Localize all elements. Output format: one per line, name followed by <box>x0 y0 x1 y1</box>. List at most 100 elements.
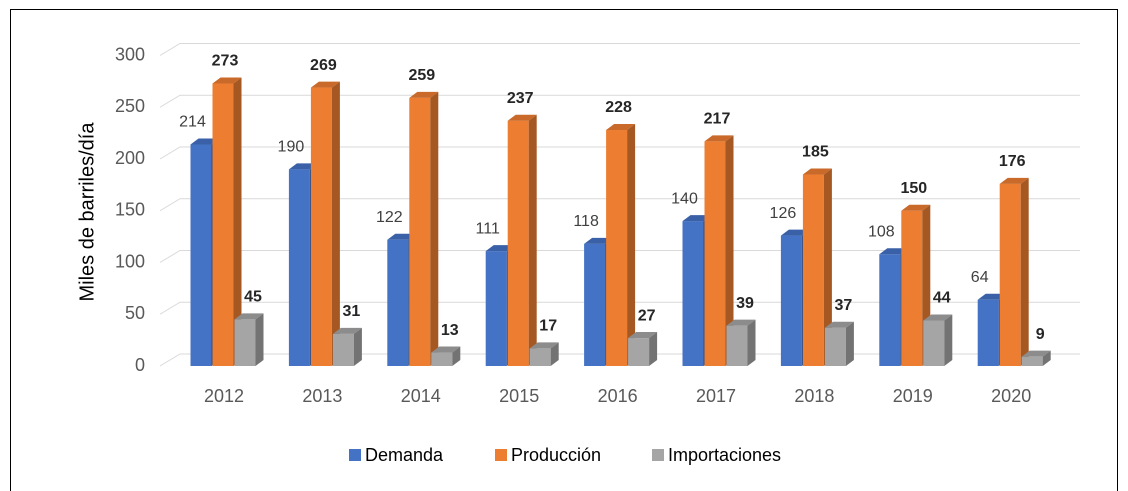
x-tick-label: 2020 <box>991 386 1031 406</box>
data-label: 259 <box>408 67 435 84</box>
y-tick-label: 300 <box>115 44 145 64</box>
data-label: 140 <box>671 190 698 207</box>
bar <box>824 321 854 366</box>
grid-line <box>159 43 1080 56</box>
legend-swatch <box>495 449 507 461</box>
data-label: 31 <box>343 303 361 320</box>
bar-side <box>255 313 264 366</box>
grid-line <box>159 301 1080 315</box>
bar-front <box>1021 356 1043 366</box>
bar-top <box>802 168 832 175</box>
data-label: 269 <box>310 57 337 74</box>
bar <box>606 124 636 367</box>
data-label: 45 <box>244 289 262 306</box>
bar-front <box>310 87 332 367</box>
bar-front <box>923 320 945 366</box>
bar <box>409 91 439 366</box>
y-tick-label: 200 <box>115 148 145 168</box>
legend-label: Demanda <box>365 445 444 465</box>
bar-side <box>528 114 537 366</box>
bar <box>310 81 340 367</box>
bar-front <box>977 299 999 366</box>
bar-front <box>234 319 256 366</box>
data-label: 108 <box>868 223 895 240</box>
data-label: 217 <box>704 111 731 128</box>
bar-top <box>780 229 810 236</box>
bar-side <box>627 124 636 367</box>
grid-line <box>159 353 1080 367</box>
bar-side <box>550 342 559 366</box>
grid-line <box>159 250 1080 263</box>
data-label: 118 <box>573 213 599 230</box>
y-tick-label: 100 <box>115 251 145 271</box>
data-label: 228 <box>605 99 632 116</box>
bar-side <box>649 332 658 366</box>
data-label: 190 <box>278 139 305 156</box>
bar-top <box>628 332 658 339</box>
data-label: 17 <box>539 318 557 335</box>
bar-side <box>233 77 242 366</box>
y-tick-label: 0 <box>135 355 145 375</box>
bar-front <box>332 333 354 366</box>
y-tick-label: 50 <box>125 303 145 323</box>
data-label: 122 <box>376 209 403 226</box>
data-label: 64 <box>971 269 989 286</box>
x-tick-label: 2015 <box>499 386 539 406</box>
bar-top <box>507 114 537 121</box>
data-label: 27 <box>638 307 656 324</box>
data-label: 9 <box>1036 326 1045 343</box>
bar-top <box>704 135 734 142</box>
bar-top <box>726 319 756 326</box>
bar <box>999 177 1029 366</box>
bar-side <box>452 346 461 366</box>
bar-front <box>802 174 824 366</box>
data-label: 39 <box>736 295 754 312</box>
bar-front <box>726 325 748 366</box>
bar <box>234 313 264 366</box>
legend-label: Importaciones <box>668 445 781 465</box>
bar-front <box>431 352 453 366</box>
bar <box>1021 350 1051 366</box>
bar-top <box>606 124 636 131</box>
data-label: 176 <box>999 153 1026 170</box>
data-label: 237 <box>507 90 534 107</box>
bar-top <box>485 245 515 252</box>
bar-side <box>331 81 340 367</box>
bar <box>923 314 953 366</box>
bar-front <box>288 169 310 366</box>
y-axis-label: Miles de barriles/día <box>76 122 98 302</box>
bar <box>704 135 734 366</box>
legend-swatch <box>349 449 361 461</box>
bar <box>507 114 537 366</box>
bar-front <box>606 130 628 366</box>
bar-top <box>977 293 1007 300</box>
data-label: 13 <box>441 322 459 339</box>
x-tick-label: 2018 <box>794 386 834 406</box>
chart-border <box>10 9 1118 491</box>
bar-side <box>430 91 439 366</box>
bar-top <box>1021 350 1051 357</box>
bar-front <box>824 327 846 366</box>
bar <box>212 77 242 366</box>
bar-side <box>944 314 953 366</box>
bar-top <box>901 204 931 211</box>
legend-swatch <box>652 449 664 461</box>
data-label: 150 <box>900 180 927 197</box>
bar-front <box>628 338 650 366</box>
bar-front <box>507 120 529 366</box>
data-label: 111 <box>476 220 500 237</box>
x-tick-label: 2017 <box>696 386 736 406</box>
bar-side <box>823 168 832 366</box>
grid-line <box>159 146 1080 160</box>
bar-front <box>409 97 431 366</box>
bar-top <box>584 237 614 244</box>
grid-line <box>159 94 1080 108</box>
data-label: 273 <box>212 53 239 70</box>
bar-top <box>234 313 264 320</box>
bar-front <box>682 221 704 366</box>
bar-top <box>190 138 220 145</box>
data-label: 37 <box>835 297 853 314</box>
bar-front <box>485 251 507 366</box>
bar-top <box>310 81 340 88</box>
bar <box>726 319 756 366</box>
